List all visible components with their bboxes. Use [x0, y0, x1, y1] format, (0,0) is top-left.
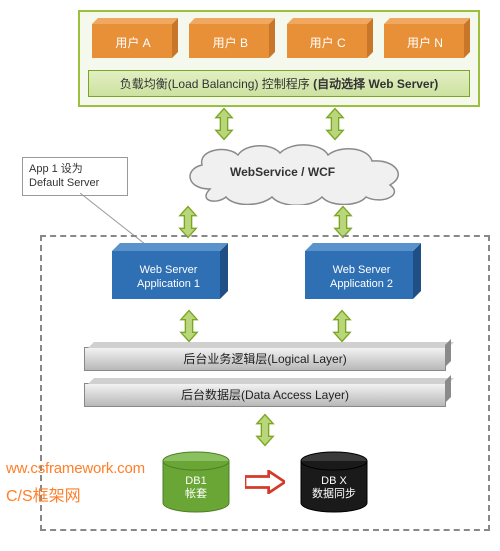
user-box: 用户 B [191, 24, 269, 60]
db-cylinder: DB1 帐套 [161, 451, 231, 513]
client-tier-panel: 用户 A 用户 B 用户 C 用户 N [78, 10, 480, 107]
double-arrow-icon [214, 107, 234, 141]
server-tier-panel: Web Server Application 1 Web Server Appl… [40, 235, 490, 531]
user-label: 用户 N [407, 34, 443, 51]
user-label: 用户 A [115, 34, 150, 51]
cloud-zone: WebService / WCF App 1 设为 Default Server [10, 137, 490, 215]
server-label: Application 1 [116, 277, 222, 291]
sync-arrow-icon [245, 470, 285, 494]
user-box: 用户 N [386, 24, 464, 60]
arrow-row [42, 309, 488, 343]
db-cylinder: DB X 数据同步 [299, 451, 369, 513]
user-box: 用户 C [289, 24, 367, 60]
note-line: Default Server [29, 176, 121, 190]
watermark-name: C/S框架网 [6, 482, 81, 506]
note-box: App 1 设为 Default Server [22, 157, 128, 196]
server-label: Application 2 [309, 277, 415, 291]
load-balancer-bar: 负载均衡(Load Balancing) 控制程序 (自动选择 Web Serv… [88, 70, 470, 97]
double-arrow-icon [332, 309, 352, 343]
user-box: 用户 A [94, 24, 172, 60]
db-label: DB1 帐套 [161, 475, 231, 501]
user-label: 用户 C [310, 34, 346, 51]
lb-text: 负载均衡(Load Balancing) 控制程序 [120, 77, 313, 91]
server-label: Web Server [309, 263, 415, 277]
user-row: 用户 A 用户 B 用户 C 用户 N [88, 20, 470, 70]
server-box: Web Server Application 2 [309, 251, 415, 303]
arrow-row [42, 413, 488, 447]
double-arrow-icon [179, 309, 199, 343]
lb-text-bold: (自动选择 Web Server) [313, 77, 438, 91]
note-line: App 1 设为 [29, 162, 121, 176]
double-arrow-icon [325, 107, 345, 141]
cloud-label: WebService / WCF [230, 165, 335, 179]
db-label: DB X 数据同步 [299, 475, 369, 501]
double-arrow-icon [255, 413, 275, 447]
servers-row: Web Server Application 1 Web Server Appl… [42, 251, 488, 303]
watermark-url: ww.csframework.com [6, 460, 145, 477]
user-label: 用户 B [213, 34, 248, 51]
server-label: Web Server [116, 263, 222, 277]
layer-label: 后台数据层(Data Access Layer) [181, 388, 349, 402]
server-box: Web Server Application 1 [116, 251, 222, 303]
layer-label: 后台业务逻辑层(Logical Layer) [183, 352, 346, 366]
logical-layer-bar: 后台业务逻辑层(Logical Layer) [84, 347, 446, 371]
arrow-row [78, 107, 480, 141]
data-access-layer-bar: 后台数据层(Data Access Layer) [84, 383, 446, 407]
